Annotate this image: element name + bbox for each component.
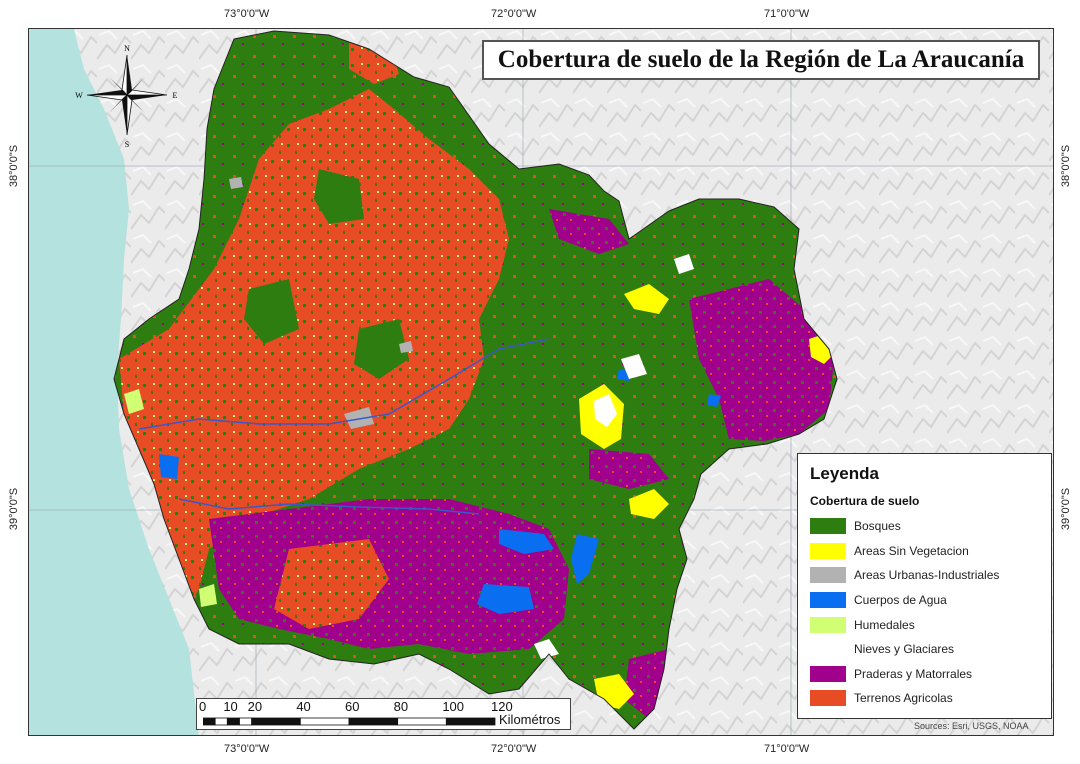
scale-bar-segment [299,717,350,726]
coord-bottom-1: 73°0'0"W [224,743,270,755]
legend-label: Terrenos Agricolas [854,691,953,706]
legend-item: Areas Urbanas-Industriales [810,563,1039,588]
coord-bottom-2: 72°0'0"W [491,743,537,755]
scale-bar-label: 0 [199,699,207,714]
scale-bar-unit: Kilométros [499,712,561,727]
coord-top-1: 73°0'0"W [224,8,270,20]
compass-e: E [173,91,178,100]
scale-bar-label: 120 [491,699,513,714]
sources-credit: Sources: Esri, USGS, NOAA [914,721,1029,731]
scale-bar-label: 10 [223,699,238,714]
scale-bar-label: 80 [393,699,409,714]
rivers [138,338,550,515]
north-arrow: N S E W [75,43,180,149]
scale-bar-segment [226,717,240,726]
scale-bar: 0 10 20 40 60 80 100 120 Kilométros [196,698,571,730]
legend-items: Bosques Areas Sin Vegetacion Areas Urbanas… [810,514,1039,711]
legend-item: Areas Sin Vegetacion [810,539,1039,564]
legend-label: Cuerpos de Agua [854,593,947,608]
wetlands [124,389,217,607]
legend-item: Cuerpos de Agua [810,588,1039,613]
legend-title: Leyenda [810,464,879,483]
legend-label: Nieves y Glaciares [854,642,955,657]
legend-item: Bosques [810,514,1039,539]
scale-bar-segment [397,717,447,726]
land-cover-map[interactable] [29,29,1054,736]
legend-subtitle: Cobertura de suelo [810,494,920,508]
legend-swatch [810,616,846,633]
legend-swatch [810,641,846,658]
scale-bar-segment [214,717,228,726]
compass-w: W [75,91,83,100]
scale-bar-graphic [203,717,496,726]
coord-top-2: 72°0'0"W [491,8,537,20]
map-title-box: Cobertura de suelo de la Región de La Ar… [482,40,1040,80]
urban-areas [229,177,413,429]
scale-bar-label: 100 [442,699,465,714]
legend-label: Praderas y Matorrales [854,666,973,681]
legend-label: Areas Sin Vegetacion [854,543,969,558]
coord-right-1: 38°0'0"S [1060,144,1072,188]
agricultural-zone [119,89,509,619]
water-bodies [159,369,721,614]
ocean [29,29,199,735]
legend-swatch [810,518,846,535]
legend-item: Humedales [810,612,1039,637]
scale-bar-segment [239,717,253,726]
region-boundary [113,30,838,730]
legend-item: Praderas y Matorrales [810,662,1039,687]
scale-bar-label: 40 [296,699,311,714]
scale-bar-segment [445,717,496,726]
praderas-east [689,279,834,441]
legend-swatch [810,592,846,609]
compass-s: S [125,140,129,148]
legend-swatch [810,690,846,707]
map-title: Cobertura de suelo de la Región de La Ar… [497,46,1025,73]
legend-swatch [810,665,846,682]
legend-swatch [810,542,846,559]
legend-label: Areas Urbanas-Industriales [854,568,1000,583]
scale-bar-label: 60 [345,699,360,714]
snow-areas [534,254,694,659]
compass-n: N [124,44,130,53]
scale-bar-segment [203,717,216,726]
legend-item: Nieves y Glaciares [810,637,1039,662]
coord-left-1: 38°0'0"S [8,144,20,188]
scale-bar-segment [251,717,301,726]
legend-label: Humedales [854,617,915,632]
legend: Leyenda Cobertura de suelo Bosques Areas … [797,453,1052,719]
legend-label: Bosques [854,519,901,534]
coord-right-2: 39°0'0"S [1060,487,1072,531]
map-frame[interactable] [28,28,1054,736]
legend-swatch [810,567,846,584]
scale-bar-segment [348,717,399,726]
coord-top-3: 71°0'0"W [764,8,810,20]
scale-bar-label: 20 [247,699,263,714]
legend-item: Terrenos Agricolas [810,686,1039,711]
coord-left-2: 39°0'0"S [8,487,20,531]
coord-bottom-3: 71°0'0"W [764,743,810,755]
